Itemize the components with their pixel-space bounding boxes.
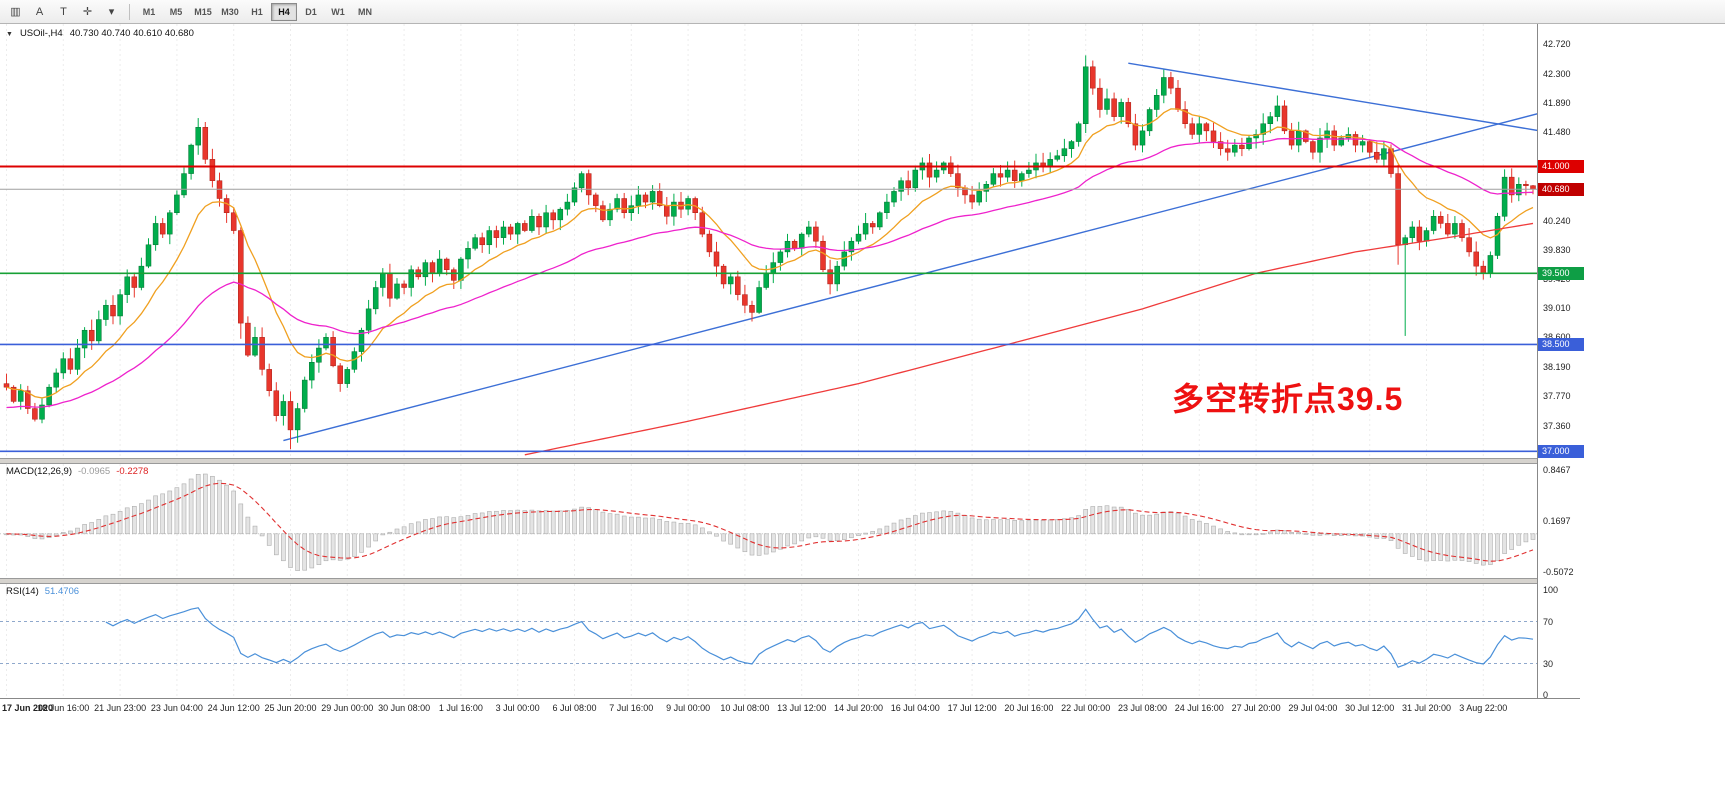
price-tick-label: 42.300 — [1543, 68, 1571, 79]
timeframe-button-h4[interactable]: H4 — [271, 2, 297, 21]
text-tool-icon[interactable]: T — [52, 2, 75, 22]
price-badge: 40.680 — [1538, 183, 1584, 197]
time-axis-label: 3 Jul 00:00 — [495, 703, 540, 713]
toolbar-icons: ▥ A T ✛ ▾ — [4, 2, 123, 22]
macd-label: MACD(12,26,9) -0.0965 -0.2278 — [6, 466, 154, 477]
rsi-name: RSI(14) — [6, 586, 39, 597]
macd-scale-label: 0.8467 — [1543, 465, 1571, 475]
timeframe-bar: M1 M5 M15 M30 H1 H4 D1 W1 MN — [136, 2, 378, 21]
time-axis-label: 20 Jul 16:00 — [1004, 703, 1054, 713]
time-axis-label: 16 Jul 04:00 — [890, 703, 940, 713]
rsi-line — [105, 607, 1534, 668]
time-axis-label: 30 Jun 08:00 — [378, 703, 431, 713]
price-tick-label: 41.890 — [1543, 98, 1571, 109]
horizontal-levels — [0, 165, 1537, 453]
ma-fast — [6, 108, 1534, 399]
chart-window: ▼ USOil-,H4 40.730 40.740 40.610 40.680 多空… — [0, 24, 1725, 792]
time-axis-label: 31 Jul 20:00 — [1401, 703, 1452, 713]
rsi-label: RSI(14) 51.4706 — [6, 586, 85, 597]
time-axis-label: 17 Jun 2020 — [2, 703, 54, 713]
time-axis[interactable]: 17 Jun 2020 18 Jun 16:00 21 Jun 23:00 23 Ju… — [0, 698, 1580, 718]
rsi-scale-label: 0 — [1543, 690, 1549, 700]
toolbar-separator — [129, 3, 130, 20]
toolbar: ▥ A T ✛ ▾ M1 M5 M15 M30 H1 H4 D1 W1 MN — [0, 0, 1725, 24]
price-tick-label: 38.190 — [1543, 361, 1571, 372]
price-badge: 37.000 — [1538, 445, 1584, 459]
rsi-scale-label: 70 — [1543, 616, 1554, 627]
rsi-scale-label: 30 — [1543, 658, 1554, 669]
macd-value-main: -0.0965 — [78, 466, 111, 477]
time-axis-label: 30 Jul 12:00 — [1345, 703, 1395, 713]
price-tick-label: 41.480 — [1543, 127, 1571, 138]
time-axis-label: 24 Jun 12:00 — [207, 703, 260, 713]
time-axis-label: 10 Jul 08:00 — [720, 703, 770, 713]
time-axis-label: 25 Jun 20:00 — [264, 703, 317, 713]
time-axis-label: 27 Jul 20:00 — [1231, 703, 1281, 713]
price-axis[interactable]: 42.72042.30041.89041.48040.24039.83039.4… — [1537, 24, 1725, 718]
symbol-quote: 40.730 40.740 40.610 40.680 — [69, 28, 194, 39]
timeframe-button-w1[interactable]: W1 — [325, 3, 351, 21]
rsi-scale-label: 100 — [1543, 585, 1559, 595]
ma-medium — [6, 137, 1534, 409]
annotation-text: 多空转折点39.5 — [1172, 381, 1404, 417]
time-axis-label: 29 Jul 04:00 — [1288, 703, 1338, 713]
dropdown-arrow-icon[interactable]: ▾ — [100, 2, 123, 22]
time-axis-label: 17 Jul 12:00 — [947, 703, 997, 713]
time-axis-label: 22 Jul 00:00 — [1061, 703, 1111, 713]
macd-value-signal: -0.2278 — [116, 466, 149, 477]
time-axis-label: 23 Jul 08:00 — [1117, 703, 1168, 713]
price-tick-label: 42.720 — [1543, 39, 1571, 49]
macd-signal-line — [6, 482, 1534, 562]
macd-histogram — [4, 473, 1536, 571]
timeframe-button-m1[interactable]: M1 — [136, 3, 162, 21]
cursor-tool-icon[interactable]: A — [28, 2, 51, 22]
rsi-svg[interactable] — [0, 584, 1537, 698]
price-tick-label: 37.770 — [1543, 391, 1571, 402]
time-axis-label: 7 Jul 16:00 — [609, 703, 654, 713]
rsi-value: 51.4706 — [44, 586, 80, 597]
macd-scale-label: 0.1697 — [1543, 516, 1571, 526]
macd-svg[interactable] — [0, 464, 1537, 578]
time-axis-label: 24 Jul 16:00 — [1174, 703, 1224, 713]
symbol-label: ▼ USOil-,H4 40.730 40.740 40.610 40.680 — [6, 28, 201, 39]
timeframe-button-d1[interactable]: D1 — [298, 3, 324, 21]
price-badge: 39.500 — [1538, 267, 1584, 281]
symbol-name: USOil-,H4 — [19, 28, 63, 39]
price-badge: 38.500 — [1538, 338, 1584, 352]
macd-scale-label: -0.5072 — [1543, 567, 1574, 577]
price-badge: 41.000 — [1538, 160, 1584, 174]
time-axis-label: 13 Jul 12:00 — [777, 703, 827, 713]
main-chart-svg[interactable] — [0, 24, 1537, 458]
time-axis-label: 23 Jun 04:00 — [150, 703, 203, 713]
time-axis-label: 6 Jul 08:00 — [552, 703, 597, 713]
time-axis-label: 18 Jun 16:00 — [37, 703, 90, 713]
time-axis-label: 21 Jun 23:00 — [94, 703, 147, 713]
macd-name: MACD(12,26,9) — [6, 466, 72, 477]
grid — [6, 584, 1484, 698]
time-axis-label: 29 Jun 00:00 — [321, 703, 374, 713]
time-axis-label: 3 Aug 22:00 — [1459, 703, 1508, 713]
time-axis-label: 1 Jul 16:00 — [438, 703, 483, 713]
ma-slow — [524, 222, 1534, 456]
timeframe-button-m15[interactable]: M15 — [190, 3, 216, 21]
timeframe-button-mn[interactable]: MN — [352, 3, 378, 21]
crosshair-tool-icon[interactable]: ✛ — [76, 2, 99, 22]
price-tick-label: 40.240 — [1543, 215, 1571, 226]
timeframe-button-m30[interactable]: M30 — [217, 3, 243, 21]
time-axis-label: 14 Jul 20:00 — [833, 703, 884, 713]
panel-separator-macd[interactable] — [0, 458, 1580, 464]
timeframe-button-h1[interactable]: H1 — [244, 3, 270, 21]
timeframe-button-m5[interactable]: M5 — [163, 3, 189, 21]
chart-bars-icon[interactable]: ▥ — [4, 2, 27, 22]
time-axis-label: 9 Jul 00:00 — [666, 703, 711, 713]
panel-separator-rsi[interactable] — [0, 578, 1580, 584]
price-tick-label: 39.830 — [1543, 244, 1571, 255]
symbol-dropdown-icon[interactable]: ▼ — [6, 31, 13, 38]
trendlines — [283, 62, 1537, 442]
price-tick-label: 37.360 — [1543, 420, 1571, 431]
price-tick-label: 38.600 — [1543, 332, 1571, 343]
price-tick-label: 39.010 — [1543, 303, 1571, 314]
